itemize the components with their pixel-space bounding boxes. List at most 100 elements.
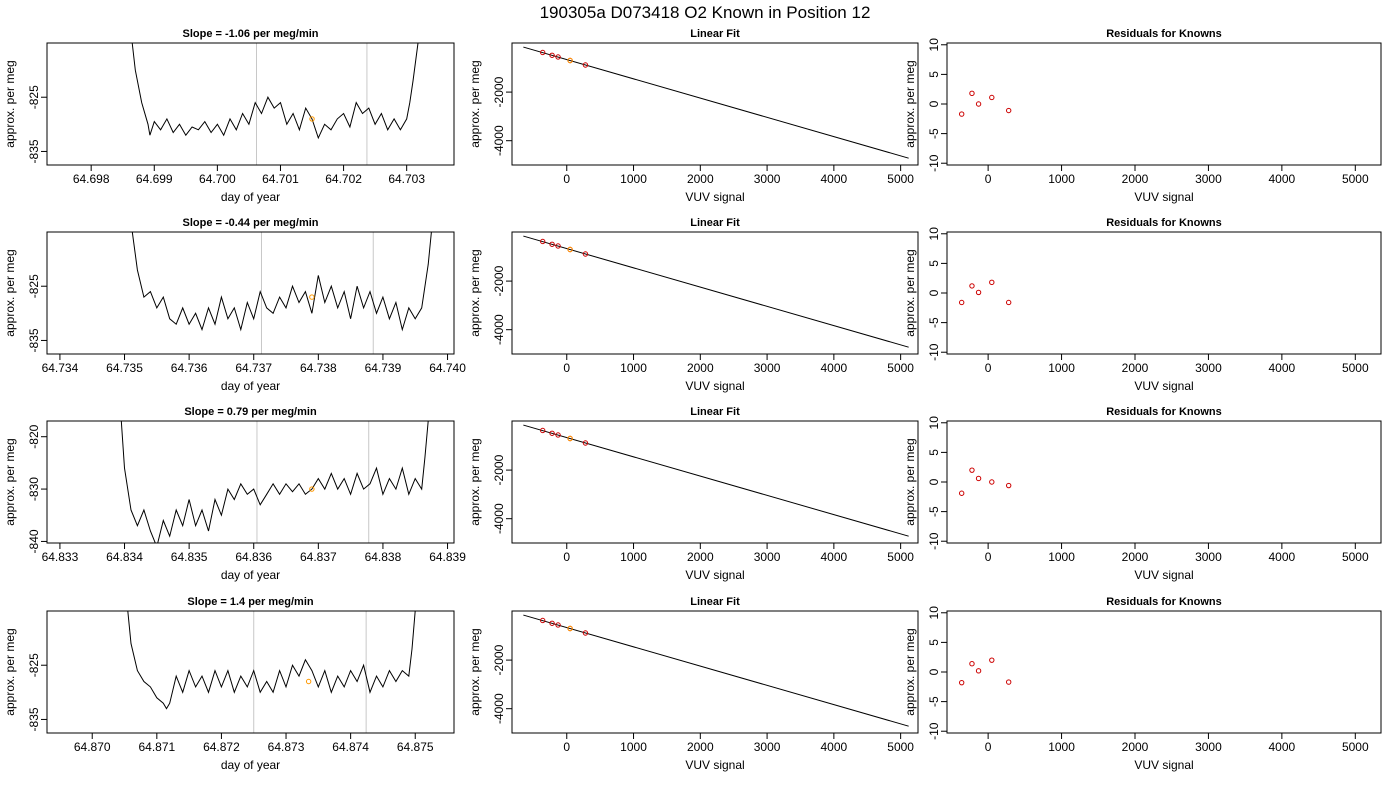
chart-title: Slope = -0.44 per meg/min <box>182 217 318 229</box>
chart-panel: Linear Fit 0 1000 2000 3000 4000 5000 -2000 -400… <box>468 217 919 393</box>
y-tick-label: -10 <box>927 343 941 361</box>
data-point <box>582 251 589 257</box>
x-tick-label: 5000 <box>887 550 914 564</box>
plot-frame <box>946 420 1382 544</box>
y-tick-label: -825 <box>27 85 41 109</box>
data-point <box>958 299 965 306</box>
x-tick-label: 3000 <box>754 172 781 186</box>
x-tick-label: 1000 <box>1048 172 1075 186</box>
x-tick-label: 64.699 <box>136 172 173 186</box>
x-axis-label: VUV signal <box>1134 190 1193 204</box>
x-tick-label: 1000 <box>1048 361 1075 375</box>
x-tick-label: 4000 <box>821 172 848 186</box>
data-point <box>540 49 546 56</box>
x-axis-label: day of year <box>221 568 280 582</box>
y-axis-label: approx. per meg <box>903 249 917 336</box>
x-tick-label: 5000 <box>887 740 914 754</box>
x-tick-label: 4000 <box>1269 550 1296 564</box>
y-tick-label: -5 <box>927 128 941 139</box>
x-axis-label: day of year <box>221 758 280 772</box>
y-axis-label: approx. per meg <box>3 438 17 525</box>
fit-line <box>523 46 909 159</box>
x-tick-label: 2000 <box>687 740 714 754</box>
data-point <box>989 657 995 663</box>
data-point <box>540 427 546 434</box>
y-tick-label: -825 <box>27 274 41 298</box>
plot-frame <box>511 420 919 544</box>
x-tick-label: 64.702 <box>325 172 362 186</box>
y-tick-label: -2000 <box>492 76 506 107</box>
y-tick-label: 10 <box>927 38 941 52</box>
data-point <box>969 661 975 667</box>
data-point <box>958 111 965 117</box>
x-tick-label: 64.736 <box>171 361 208 375</box>
y-tick-label: 10 <box>927 606 941 620</box>
y-tick-label: -4000 <box>492 693 506 724</box>
chart-panel: Linear Fit 0 1000 2000 3000 4000 5000 -2000 -400… <box>468 28 919 204</box>
x-tick-label: 64.737 <box>235 361 272 375</box>
series-line <box>120 421 429 543</box>
y-tick-label: -840 <box>27 529 41 553</box>
chart-panel: Slope = 0.79 per meg/min 64.833 64.834 64.8… <box>3 406 466 582</box>
data-point <box>582 440 589 446</box>
x-tick-label: 64.838 <box>365 550 402 564</box>
y-axis-label: approx. per meg <box>903 438 917 525</box>
x-tick-label: 1000 <box>620 172 647 186</box>
highlight-point <box>309 486 315 492</box>
plot-frame <box>46 420 455 544</box>
x-tick-label: 0 <box>985 550 992 564</box>
y-tick-label: -5 <box>927 506 941 517</box>
y-tick-label: -825 <box>27 653 41 677</box>
x-tick-label: 64.872 <box>203 740 240 754</box>
data-point <box>958 490 965 496</box>
data-point <box>1005 679 1012 685</box>
x-tick-label: 0 <box>985 361 992 375</box>
plot-frame <box>511 231 919 355</box>
x-tick-label: 64.871 <box>138 740 175 754</box>
x-tick-label: 3000 <box>754 550 781 564</box>
x-tick-label: 3000 <box>1195 172 1222 186</box>
y-tick-label: -5 <box>927 696 941 707</box>
y-axis-label: approx. per meg <box>468 60 482 147</box>
x-axis-label: VUV signal <box>685 190 744 204</box>
figure-title: 190305a D073418 O2 Known in Position 12 <box>540 3 871 22</box>
y-tick-label: 0 <box>927 668 941 675</box>
plot-frame <box>46 610 455 734</box>
data-point <box>975 475 982 482</box>
data-point <box>969 467 975 473</box>
x-axis-label: day of year <box>221 190 280 204</box>
x-tick-label: 64.870 <box>74 740 111 754</box>
x-tick-label: 1000 <box>1048 550 1075 564</box>
x-tick-label: 4000 <box>1269 172 1296 186</box>
x-tick-label: 64.734 <box>42 361 79 375</box>
x-axis-label: VUV signal <box>685 379 744 393</box>
x-tick-label: 3000 <box>1195 361 1222 375</box>
y-tick-label: -2000 <box>492 454 506 485</box>
data-point <box>989 94 995 101</box>
data-point <box>549 52 555 58</box>
data-point <box>975 289 982 296</box>
x-tick-label: 0 <box>985 172 992 186</box>
plot-frame <box>46 42 455 166</box>
plot-frame <box>46 231 455 355</box>
chart-title: Slope = 0.79 per meg/min <box>184 406 317 418</box>
y-tick-label: 5 <box>927 260 941 267</box>
y-axis-label: approx. per meg <box>903 60 917 147</box>
x-tick-label: 5000 <box>887 172 914 186</box>
x-tick-label: 5000 <box>887 361 914 375</box>
x-tick-label: 64.738 <box>300 361 337 375</box>
chart-title: Linear Fit <box>690 28 740 40</box>
y-tick-label: 5 <box>927 449 941 456</box>
x-tick-label: 3000 <box>1195 740 1222 754</box>
series-line <box>131 232 432 332</box>
highlight-point <box>305 678 312 685</box>
chart-title: Linear Fit <box>690 406 740 418</box>
plot-frame <box>946 610 1382 734</box>
chart-panel: Slope = -0.44 per meg/min 64.734 64.735 64.… <box>3 217 466 393</box>
x-tick-label: 5000 <box>1342 172 1369 186</box>
y-tick-label: -835 <box>27 139 41 163</box>
x-tick-label: 64.837 <box>300 550 337 564</box>
chart-title: Linear Fit <box>690 217 740 229</box>
chart-panel: Slope = -1.06 per meg/min 64.698 64.699 64.… <box>3 28 455 204</box>
x-tick-label: 5000 <box>1342 740 1369 754</box>
